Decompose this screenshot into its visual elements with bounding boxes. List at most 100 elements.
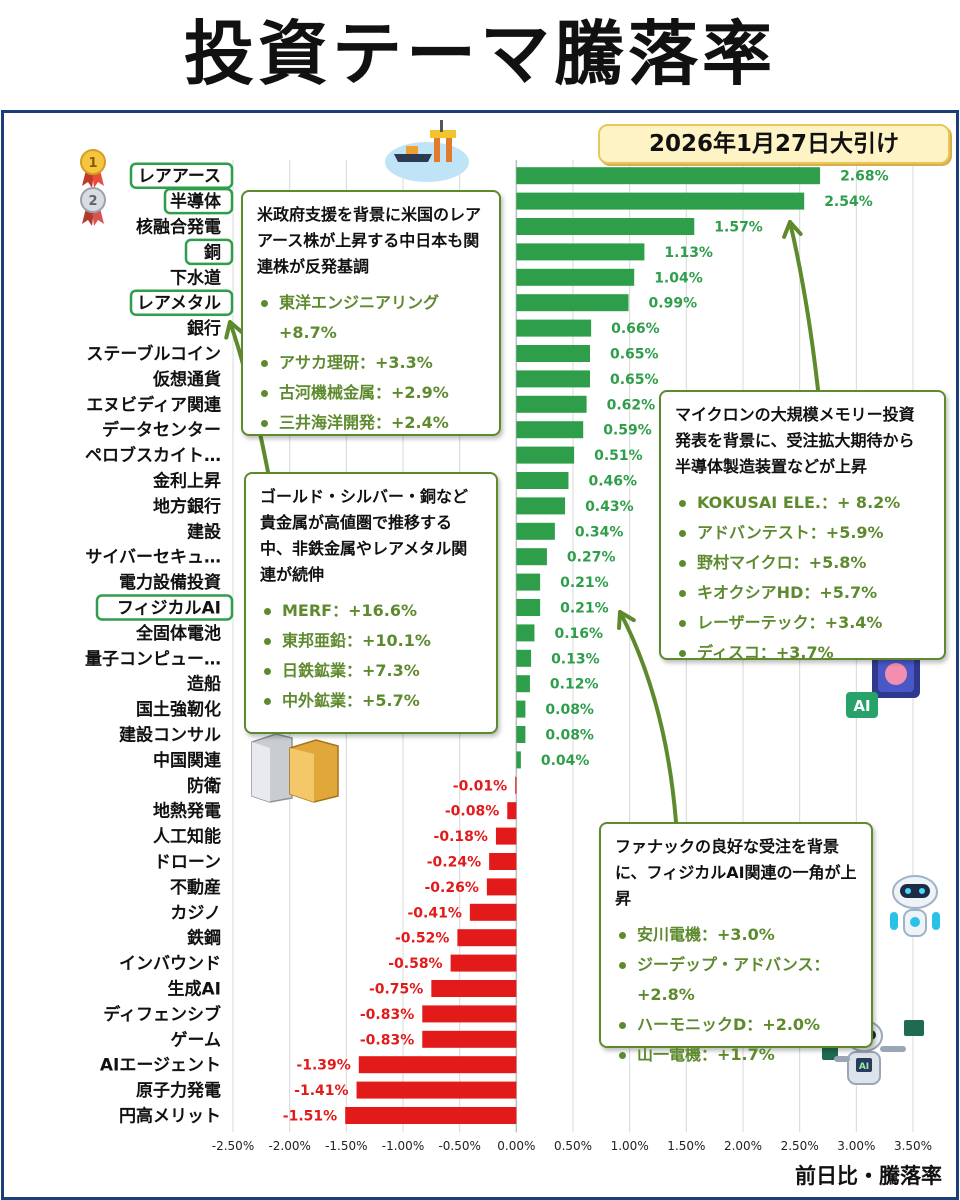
bar	[516, 395, 587, 413]
category-label: 鉄鋼	[187, 928, 221, 949]
bar	[495, 827, 517, 845]
stock-item: 山一電機：+1.7%	[615, 1040, 857, 1070]
data-label: -0.08%	[445, 804, 499, 820]
x-tick-label: 1.00%	[611, 1139, 649, 1153]
bar	[516, 675, 530, 693]
data-label: 0.16%	[554, 626, 603, 642]
category-label: 建設	[187, 521, 222, 542]
data-label: 1.13%	[664, 245, 713, 261]
data-label: -0.01%	[453, 778, 507, 794]
category-label: ドローン	[154, 853, 221, 873]
page-title: 投資テーマ騰落率	[184, 13, 776, 95]
data-label: 0.62%	[607, 397, 656, 413]
data-label: -1.51%	[283, 1109, 337, 1125]
data-label: 0.21%	[560, 601, 609, 617]
svg-text:AI: AI	[859, 1062, 869, 1072]
bar	[345, 1107, 517, 1124]
bar	[516, 243, 645, 261]
data-label: 0.46%	[588, 474, 637, 490]
bar	[516, 472, 569, 489]
data-label: 0.12%	[550, 677, 599, 693]
category-label: 地方銀行	[153, 496, 221, 517]
data-label: -0.75%	[369, 982, 423, 998]
category-highlight	[184, 238, 234, 266]
data-label: 0.59%	[603, 423, 652, 439]
bar	[516, 421, 584, 439]
bar	[516, 751, 521, 769]
data-label: 0.34%	[575, 524, 624, 540]
x-tick-label: -0.50%	[438, 1139, 480, 1153]
annotation-metals: ゴールド・シルバー・銅など貴金属が高値圏で推移する中、非鉄金属やレアメタル関連が…	[244, 472, 498, 734]
data-label: -0.52%	[395, 931, 449, 947]
stock-item: ハーモニックD：+2.0%	[615, 1010, 857, 1040]
category-label: 下水道	[170, 267, 221, 288]
category-label: 全固体電池	[135, 623, 221, 644]
category-label: データセンター	[102, 420, 221, 441]
category-label: インバウンド	[119, 954, 221, 974]
bar	[457, 929, 517, 947]
bar	[516, 370, 590, 388]
category-label: ペロブスカイト…	[85, 445, 221, 466]
bar	[422, 1030, 517, 1048]
stock-item: ディスコ：+3.7%	[675, 638, 930, 668]
data-label: 0.99%	[649, 296, 698, 312]
bar	[469, 903, 517, 921]
footer-label: 前日比・騰落率	[795, 1164, 942, 1188]
data-label: -0.41%	[407, 905, 461, 921]
data-label: 0.65%	[610, 372, 659, 388]
bar	[516, 167, 821, 185]
bar	[516, 522, 555, 540]
bar	[422, 1005, 517, 1023]
category-label: 半導体	[170, 191, 222, 212]
category-label: AIエージェント	[100, 1056, 221, 1076]
category-label: 核融合発電	[136, 217, 221, 238]
category-label: ゲーム	[171, 1029, 222, 1050]
data-label: 0.08%	[545, 702, 594, 718]
header: 投資テーマ騰落率	[0, 0, 960, 108]
gold-silver-bars-icon	[248, 728, 344, 808]
bar	[515, 776, 517, 794]
stock-item: アドバンテスト：+5.9%	[675, 518, 930, 548]
bar	[507, 802, 517, 820]
category-label: 不動産	[170, 877, 221, 898]
bar	[516, 726, 526, 743]
data-label: 0.08%	[545, 728, 594, 744]
bar	[516, 497, 566, 515]
callout-arrowhead	[617, 610, 636, 630]
bar	[358, 1056, 517, 1074]
data-label: 0.43%	[585, 499, 634, 515]
date-badge: 2026年1月27日大引け	[598, 124, 950, 164]
x-tick-label: 1.50%	[667, 1139, 705, 1153]
stock-item: キオクシアHD：+5.7%	[675, 578, 930, 608]
bar	[450, 954, 517, 972]
stock-item: 野村マイクロ：+5.8%	[675, 548, 930, 578]
category-label: 銅	[204, 242, 221, 263]
category-label: 量子コンピュー…	[85, 648, 221, 669]
category-highlight	[129, 289, 234, 316]
callout-arrowhead	[782, 220, 803, 239]
category-label: ステーブルコイン	[86, 344, 221, 365]
stock-list: KOKUSAI ELE.：+ 8.2% アドバンテスト：+5.9% 野村マイクロ…	[675, 488, 930, 668]
category-label: 地熱発電	[153, 801, 221, 822]
bar	[516, 192, 805, 210]
data-label: 2.54%	[824, 194, 873, 210]
stock-item: MERF：+16.6%	[260, 596, 482, 626]
stock-item: KOKUSAI ELE.：+ 8.2%	[675, 488, 930, 518]
bar	[516, 268, 635, 286]
bar	[516, 294, 629, 312]
bar	[516, 345, 590, 362]
x-tick-label: 3.00%	[837, 1139, 875, 1153]
bar	[516, 319, 592, 337]
svg-text:AI: AI	[853, 697, 870, 715]
silver-medal-icon: 2	[78, 186, 108, 230]
stock-item: 古河機械金属：+2.9%	[257, 378, 485, 408]
data-label: -0.58%	[388, 956, 442, 972]
bar	[486, 878, 517, 896]
bar	[516, 573, 541, 591]
offshore-platform-icon	[384, 118, 470, 188]
x-tick-label: -2.00%	[268, 1139, 310, 1153]
data-label: 1.04%	[654, 270, 703, 286]
data-label: -1.41%	[294, 1083, 348, 1099]
data-label: -0.24%	[427, 855, 481, 871]
